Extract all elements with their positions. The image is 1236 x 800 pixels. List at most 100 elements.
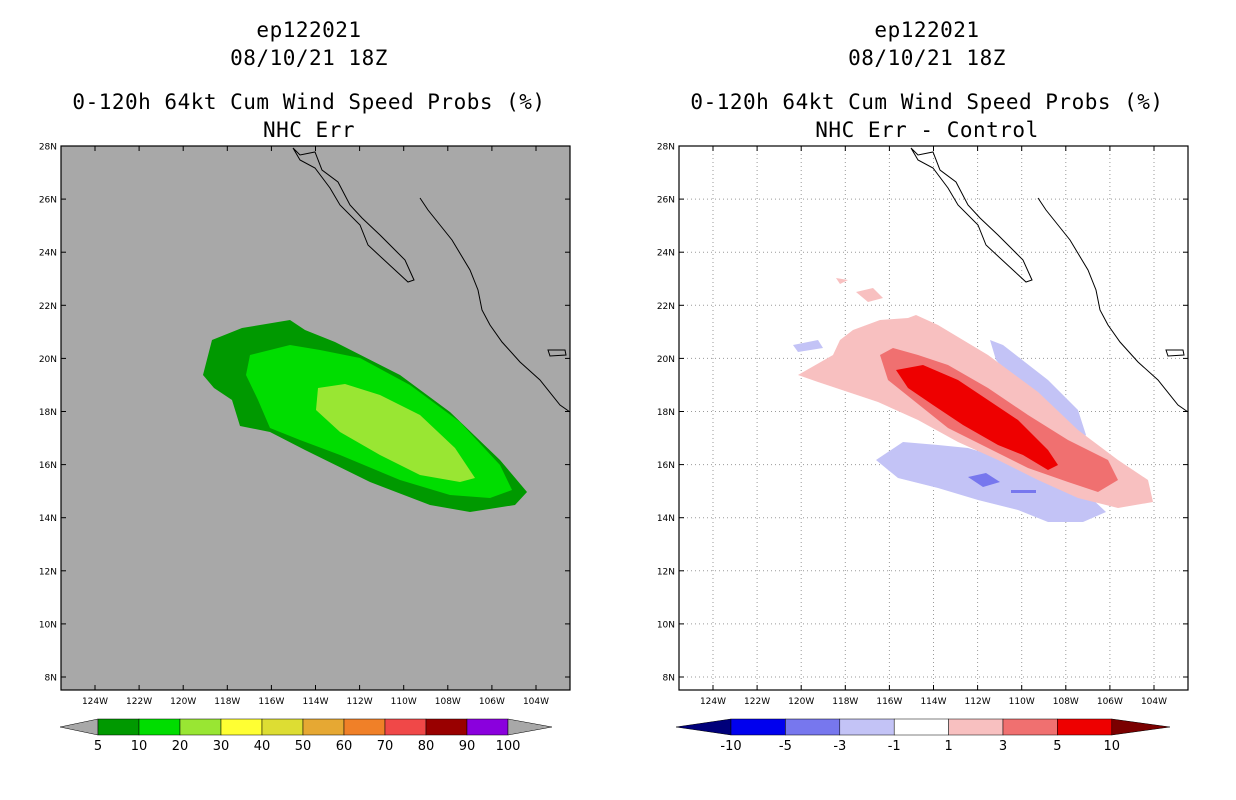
lon-label: 124W	[700, 697, 726, 707]
colorbar-label: 50	[295, 739, 312, 754]
colorbar-label: 30	[213, 739, 230, 754]
lat-label: 20N	[657, 355, 675, 365]
lon-label: 114W	[920, 697, 946, 707]
prob-contour-20	[316, 384, 475, 482]
left-map: 28N 26N 24N 22N 20N 18N 16N 14N 12N 10N 8N 124W 122…	[39, 143, 571, 754]
colorbar-label: 5	[1053, 739, 1061, 754]
lat-label: 16N	[39, 461, 57, 471]
diff-contour-neg3-c	[793, 340, 823, 352]
colorbar-swatch	[785, 718, 841, 736]
colorbar-label: 70	[377, 739, 394, 754]
right-subtitle: NHC Err - Control	[815, 118, 1039, 142]
colorbar-label: -5	[779, 739, 792, 754]
left-lon-axis: 124W 122W 120W 118W 116W 114W 112W 110W 108W 106W…	[82, 146, 549, 707]
colorbar-swatch	[384, 718, 427, 736]
colorbar-swatch	[1002, 718, 1058, 736]
lon-label: 106W	[479, 697, 505, 707]
colorbar-swatch	[343, 718, 386, 736]
lat-label: 22N	[657, 302, 675, 312]
colorbar-swatch	[138, 718, 181, 736]
colorbar-right-arrow	[507, 718, 553, 736]
colorbar-swatch	[261, 718, 304, 736]
colorbar-label: 90	[459, 739, 476, 754]
colorbar-swatch	[839, 718, 895, 736]
lon-label: 120W	[170, 697, 196, 707]
colorbar-label: 80	[418, 739, 435, 754]
lon-label: 122W	[744, 697, 770, 707]
colorbar-left-arrow	[59, 718, 99, 736]
colorbar-label: 100	[496, 739, 521, 754]
left-lat-axis: 28N 26N 24N 22N 20N 18N 16N 14N 12N 10N 8N	[39, 143, 570, 684]
diff-contour-pos5	[896, 365, 1058, 470]
lat-label: 8N	[663, 674, 675, 684]
lon-label: 104W	[1141, 697, 1167, 707]
lon-label: 104W	[523, 697, 549, 707]
colorbar-swatch	[948, 718, 1004, 736]
lon-label: 114W	[302, 697, 328, 707]
colorbar-swatch	[302, 718, 345, 736]
colorbar-label: 40	[254, 739, 271, 754]
lat-label: 28N	[657, 143, 675, 153]
lat-label: 18N	[39, 408, 57, 418]
colorbar-label: 5	[94, 739, 102, 754]
colorbar-label: 3	[999, 739, 1007, 754]
right-datetime: 08/10/21 18Z	[848, 46, 1006, 70]
colorbar-swatch	[220, 718, 263, 736]
diff-contour-neg5-a	[968, 473, 1000, 487]
lon-label: 108W	[1053, 697, 1079, 707]
colorbar-label: 10	[131, 739, 148, 754]
right-map-panel: ep122021 08/10/21 18Z 0-120h 64kt Cum Wi…	[618, 0, 1236, 800]
lon-label: 116W	[258, 697, 284, 707]
lon-label: 124W	[82, 697, 108, 707]
lat-label: 10N	[657, 620, 675, 630]
right-coastline	[910, 147, 1189, 413]
colorbar-label: 1	[944, 739, 952, 754]
right-lon-axis: 124W 122W 120W 118W 116W 114W 112W 110W 108W 106W…	[700, 146, 1167, 707]
left-colorbar: 5 10 20 30 40 50 60 70 80 90 100	[59, 718, 553, 754]
lat-label: 24N	[657, 249, 675, 259]
lon-label: 112W	[347, 697, 373, 707]
lat-label: 14N	[657, 514, 675, 524]
colorbar-label: -3	[833, 739, 846, 754]
colorbar-label: 20	[172, 739, 189, 754]
colorbar-swatch	[730, 718, 786, 736]
lat-label: 12N	[39, 567, 57, 577]
lat-label: 14N	[39, 514, 57, 524]
lon-label: 120W	[788, 697, 814, 707]
lat-label: 26N	[39, 196, 57, 206]
lat-label: 28N	[39, 143, 57, 153]
left-storm-id: ep122021	[256, 18, 362, 42]
lat-label: 20N	[39, 355, 57, 365]
colorbar-left-arrow	[675, 718, 732, 736]
right-island	[1165, 349, 1185, 357]
left-island	[547, 349, 567, 357]
left-coastline	[292, 147, 571, 413]
lat-label: 10N	[39, 620, 57, 630]
lon-label: 110W	[1009, 697, 1035, 707]
lon-label: 118W	[214, 697, 240, 707]
lon-label: 108W	[435, 697, 461, 707]
colorbar-swatch	[1057, 718, 1113, 736]
colorbar-right-arrow	[1111, 718, 1171, 736]
lon-label: 110W	[391, 697, 417, 707]
lat-label: 8N	[45, 674, 57, 684]
left-product-title: 0-120h 64kt Cum Wind Speed Probs (%)	[72, 90, 546, 114]
lon-label: 122W	[126, 697, 152, 707]
left-datetime: 08/10/21 18Z	[230, 46, 388, 70]
lat-label: 16N	[657, 461, 675, 471]
colorbar-label: -1	[888, 739, 901, 754]
right-map: 28N 26N 24N 22N 20N 18N 16N 14N 12N 10N 8N 124W 122…	[657, 143, 1189, 754]
lon-label: 118W	[832, 697, 858, 707]
lon-label: 112W	[965, 697, 991, 707]
lat-label: 12N	[657, 567, 675, 577]
right-lat-axis: 28N 26N 24N 22N 20N 18N 16N 14N 12N 10N 8N	[657, 143, 1188, 684]
colorbar-swatch	[893, 718, 949, 736]
lon-label: 106W	[1097, 697, 1123, 707]
colorbar-label: -10	[720, 739, 741, 754]
colorbar-swatch	[466, 718, 509, 736]
lon-label: 116W	[876, 697, 902, 707]
left-map-panel: ep122021 08/10/21 18Z 0-120h 64kt Cum Wi…	[39, 18, 571, 754]
colorbar-label: 10	[1104, 739, 1121, 754]
colorbar-swatch	[97, 718, 140, 736]
colorbar-label: 60	[336, 739, 353, 754]
